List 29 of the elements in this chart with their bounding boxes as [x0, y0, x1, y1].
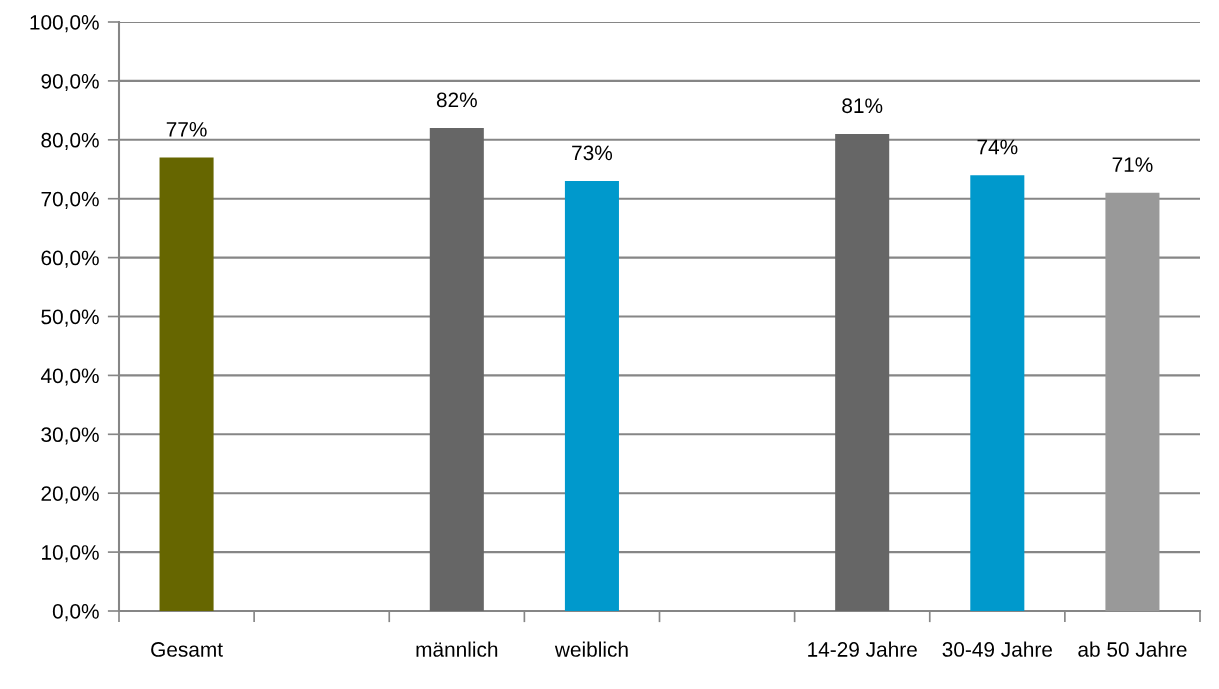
bar: [429, 128, 484, 611]
y-tick-label: 30,0%: [41, 427, 99, 445]
y-tick-label: 50,0%: [41, 309, 99, 327]
y-tick-label: 90,0%: [41, 73, 99, 92]
x-tick-label: männlich: [416, 641, 498, 657]
x-tick-label: Gesamt: [151, 642, 223, 657]
data-label: 71%: [1112, 157, 1153, 172]
x-tick-label: ab 50 Jahre: [1078, 641, 1187, 657]
data-label: 77%: [166, 122, 207, 137]
y-tick-label: 40,0%: [40, 368, 99, 386]
data-label: 73%: [572, 145, 613, 161]
y-tick-label: 100,0%: [30, 15, 99, 33]
data-label: 74%: [977, 139, 1018, 155]
y-tick-label: 20,0%: [41, 486, 99, 504]
x-tick-label: weiblich: [554, 641, 628, 657]
bar: [159, 157, 214, 611]
y-tick-label: 80,0%: [41, 132, 99, 151]
y-tick-label: 10,0%: [42, 545, 99, 563]
x-tick-label: 14-29 Jahre: [808, 641, 917, 657]
bar: [970, 175, 1025, 611]
bar: [1105, 192, 1160, 611]
y-tick-label: 0,0%: [52, 604, 99, 622]
x-tick-label: 30-49 Jahre: [942, 641, 1052, 657]
data-label: 82%: [436, 92, 477, 108]
data-label: 81%: [842, 98, 883, 114]
bar: [564, 181, 619, 611]
y-tick-label: 60,0%: [41, 250, 99, 268]
bar: [835, 133, 890, 611]
y-tick-label: 70,0%: [41, 191, 99, 209]
